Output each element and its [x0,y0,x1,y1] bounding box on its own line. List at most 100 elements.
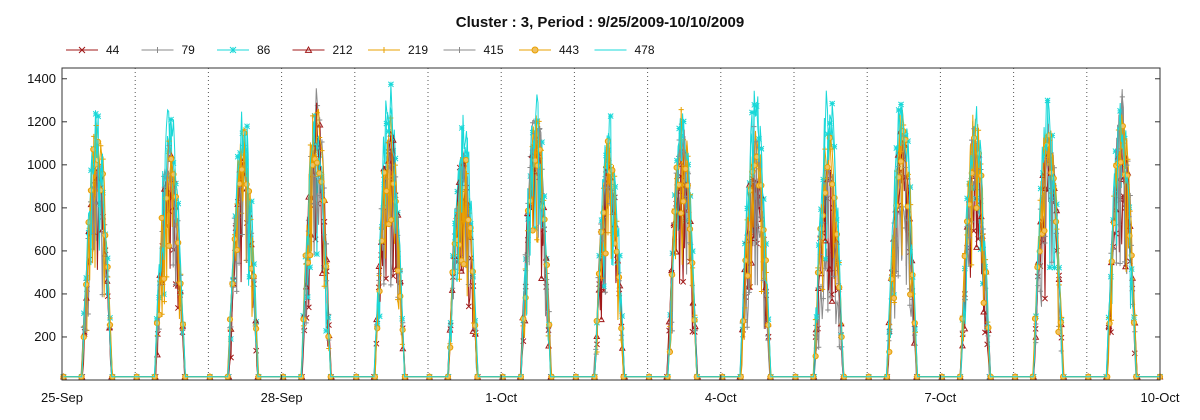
point [253,325,260,332]
point [969,262,975,268]
point [538,274,545,281]
point [675,181,682,188]
point [1106,320,1113,327]
point [376,313,383,320]
legend-label: 79 [182,43,196,57]
point [966,201,973,208]
point [753,139,759,145]
plot-frame [61,67,1161,381]
x-tick-label: 1-Oct [485,390,517,405]
point [244,123,251,130]
point [904,203,911,210]
point [170,262,176,268]
point [964,195,971,202]
point [1042,295,1048,302]
point [749,109,755,116]
legend-item-44: 44 [66,43,120,57]
point [829,100,836,107]
point [1055,328,1062,336]
point [821,237,829,244]
point [911,320,918,327]
point [95,113,102,120]
point [616,252,623,259]
point [833,241,839,247]
point [383,120,390,127]
point [243,181,250,188]
point [381,47,387,53]
point [966,235,972,241]
point [305,304,312,311]
legend-item-478: 478 [594,43,655,57]
point [160,275,168,282]
point [447,344,454,351]
point [1059,314,1065,321]
point [389,136,397,143]
x-tick-label: 4-Oct [705,390,737,405]
point [1042,240,1048,246]
point [602,250,609,257]
point [78,46,86,54]
point [902,133,909,140]
point [460,261,467,268]
y-tick-label: 200 [34,329,56,344]
point [746,289,752,295]
point [762,257,770,264]
point [307,252,314,259]
point [816,344,822,350]
point [1125,156,1131,162]
point [314,193,321,199]
point [319,148,325,154]
point [394,267,402,274]
point [823,265,829,271]
point [314,110,320,116]
point [819,286,826,292]
point [234,288,240,294]
legend-label: 415 [484,43,504,57]
point [821,189,829,196]
point [239,231,245,238]
point [595,270,603,277]
series-line [63,114,1160,378]
point [973,204,980,212]
point [314,103,321,109]
point [682,165,689,173]
y-tick-label: 400 [34,286,56,301]
point [173,222,179,228]
point [161,299,167,305]
point [472,322,479,329]
point [686,225,694,233]
point [97,201,104,208]
y-tick-label: 800 [34,200,56,215]
point [897,158,905,165]
point [543,261,551,269]
point [1051,264,1058,271]
point [236,180,243,187]
point [742,257,749,264]
point [251,261,257,268]
point [541,193,548,200]
point [826,265,834,272]
point [893,145,900,151]
point [895,273,901,279]
point [831,273,837,279]
point [304,294,311,301]
point [532,224,538,231]
legend-label: 443 [559,43,579,57]
point [828,297,836,304]
point [310,113,316,119]
point [154,47,161,53]
point [895,106,902,113]
point [465,303,472,310]
point [1041,227,1048,234]
point [92,161,99,168]
point [1108,258,1115,265]
point [678,106,684,113]
point [825,307,831,313]
point [890,295,898,302]
point [1049,132,1056,139]
point [388,216,395,223]
point [961,253,968,260]
point [166,143,172,149]
point [104,273,110,279]
point [671,208,678,215]
